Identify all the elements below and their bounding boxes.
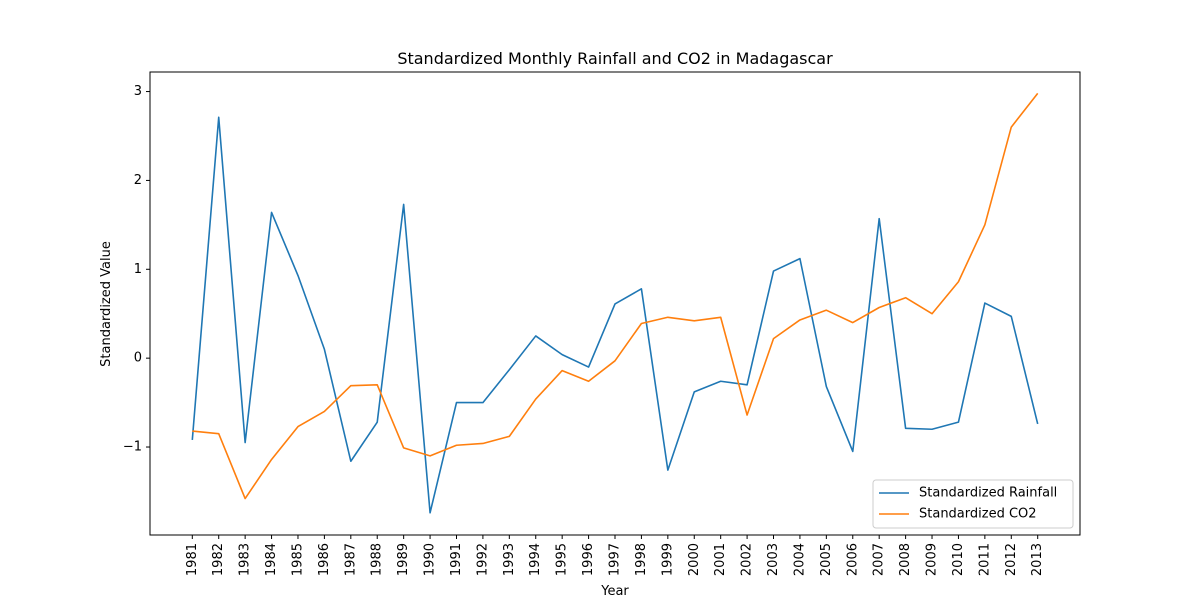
x-tick-label: 1984 <box>264 543 279 576</box>
x-tick-label: 1985 <box>290 543 305 576</box>
y-tick-label: 2 <box>134 173 142 188</box>
x-tick-label: 2004 <box>792 543 807 576</box>
x-tick-label: 2008 <box>898 543 913 576</box>
x-tick-label: 2011 <box>977 543 992 576</box>
series-line <box>192 92 1039 500</box>
x-tick-label: 1997 <box>608 543 623 576</box>
x-tick-label: 1986 <box>317 543 332 576</box>
x-tick-label: 1993 <box>502 543 517 576</box>
x-tick-label: 2007 <box>872 543 887 576</box>
x-tick-label: 1994 <box>528 543 543 576</box>
y-tick-label: 0 <box>134 351 142 366</box>
y-tick-label: 3 <box>134 84 142 99</box>
x-tick-label: 1989 <box>396 543 411 576</box>
legend: Standardized Rainfall Standardized CO2 <box>872 479 1074 529</box>
x-tick-label: 2009 <box>925 543 940 576</box>
legend-box <box>872 479 1074 529</box>
plot-frame <box>149 71 1081 536</box>
plot-area <box>191 92 1039 514</box>
y-axis-title: Standardized Value <box>99 241 114 367</box>
x-axis: 1981 1982 1983 1984 1985 1986 1987 1988 1989 1990… <box>185 535 1045 576</box>
x-tick-label: 2006 <box>845 543 860 576</box>
x-tick-label: 1981 <box>185 543 200 576</box>
x-tick-label: 1996 <box>581 543 596 576</box>
x-tick-label: 2002 <box>740 543 755 576</box>
x-tick-label: 1987 <box>343 543 358 576</box>
x-tick-label: 1988 <box>370 543 385 576</box>
chart-title: Standardized Monthly Rainfall and CO2 in… <box>397 49 833 68</box>
y-axis: −1 0 1 2 3 <box>123 84 150 455</box>
x-tick-label: 1992 <box>475 543 490 576</box>
x-tick-label: 1991 <box>449 543 464 576</box>
x-tick-label: 1995 <box>555 543 570 576</box>
x-tick-label: 1983 <box>238 543 253 576</box>
x-tick-label: 2003 <box>766 543 781 576</box>
legend-label: Standardized CO2 <box>919 507 1037 522</box>
series-line <box>191 116 1039 514</box>
x-tick-label: 2001 <box>713 543 728 576</box>
x-tick-label: 2005 <box>819 543 834 576</box>
x-tick-label: 1990 <box>423 543 438 576</box>
x-tick-label: 1999 <box>660 543 675 576</box>
x-tick-label: 2010 <box>951 543 966 576</box>
x-axis-title: Year <box>600 584 629 599</box>
x-tick-label: 2012 <box>1004 543 1019 576</box>
x-tick-label: 1998 <box>634 543 649 576</box>
y-tick-label: 1 <box>134 262 142 277</box>
legend-label: Standardized Rainfall <box>919 486 1057 501</box>
x-tick-label: 2013 <box>1030 543 1045 576</box>
x-tick-label: 1982 <box>211 543 226 576</box>
y-tick-label: −1 <box>123 440 142 455</box>
x-tick-label: 2000 <box>687 543 702 576</box>
